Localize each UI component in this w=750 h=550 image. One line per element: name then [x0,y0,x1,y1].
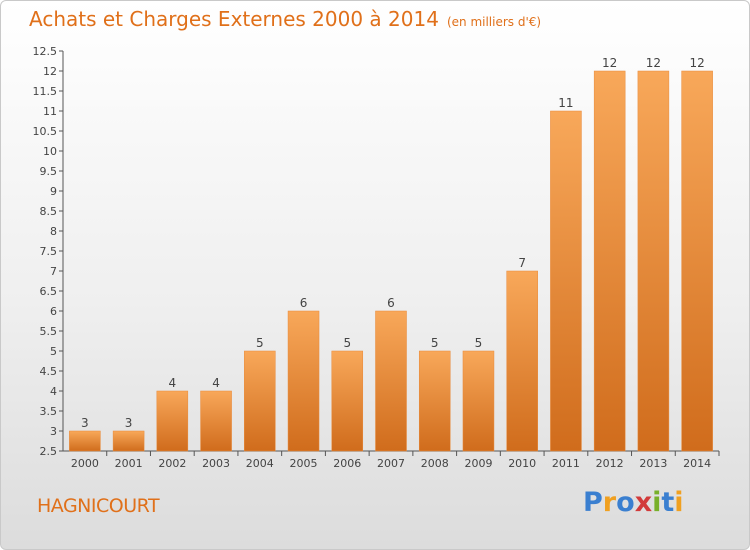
y-tick-label: 6.5 [40,285,58,298]
data-label-2003: 4 [212,376,220,390]
data-label-2005: 6 [300,296,308,310]
logo-letter: x [634,487,653,518]
data-label-2004: 5 [256,336,264,350]
bar-2008 [418,350,451,452]
chart-title: Achats et Charges Externes 2000 à 2014 (e… [29,7,541,31]
chart-unit: (en milliers d'€) [446,15,542,29]
x-tick-label: 2003 [202,457,230,470]
x-tick-label: 2005 [290,457,318,470]
data-label-2007: 6 [387,296,395,310]
logo-letter: i [652,487,662,518]
y-tick-label: 8 [50,225,57,238]
bar-2004 [244,350,276,452]
bar-2007 [375,310,407,452]
y-tick-label: 7.5 [40,245,58,258]
x-tick-label: 2007 [377,457,405,470]
x-tick-label: 2001 [115,457,143,470]
data-labels: 3 3 4 4 5 6 5 6 5 5 7 11 12 12 12 [81,56,705,430]
y-tick-label: 3 [50,425,57,438]
y-tick-label: 9 [50,185,57,198]
y-tick-label: 11 [43,105,57,118]
bar-2000 [69,430,101,452]
x-tick-label: 2012 [596,457,624,470]
y-tick-label: 8.5 [40,205,58,218]
x-tick-label: 2006 [333,457,361,470]
y-tick-label: 10 [43,145,57,158]
data-label-2014: 12 [689,56,704,70]
x-tick-label: 2014 [683,457,711,470]
data-label-2011: 11 [558,96,573,110]
data-label-2002: 4 [169,376,177,390]
data-label-2010: 7 [518,256,526,270]
x-tick-label: 2013 [639,457,667,470]
logo-letter: r [602,487,617,518]
data-label-2008: 5 [431,336,439,350]
y-tick-label: 12.5 [33,45,58,58]
y-tick-label: 12 [43,65,57,78]
y-tick-label: 3.5 [40,405,58,418]
y-tick-label: 4 [50,385,57,398]
bars [69,70,713,452]
y-tick-label: 5 [50,345,57,358]
y-axis: 2.5 3 3.5 4 4.5 5 5.5 6 6.5 7 7.5 8 8.5 9 9.5 10 10.5 11 1… [33,45,64,458]
y-tick-label: 5.5 [40,325,58,338]
x-tick-label: 2008 [421,457,449,470]
bar-2013 [637,70,670,452]
data-label-2013: 12 [646,56,661,70]
bar-2003 [200,390,232,452]
bar-2006 [331,350,364,452]
place-name: HAGNICOURT [37,495,160,517]
data-label-2000: 3 [81,416,89,430]
y-tick-label: 9.5 [40,165,58,178]
bar-2012 [593,70,626,452]
y-tick-label: 7 [50,265,57,278]
bar-2010 [506,270,538,452]
data-label-2012: 12 [602,56,617,70]
proxiti-logo: Proxiti [583,487,684,518]
y-tick-label: 4.5 [40,365,58,378]
x-tick-label: 2009 [464,457,492,470]
bar-2001 [112,430,145,452]
y-tick-label: 11.5 [33,85,58,98]
y-tick-label: 10.5 [33,125,58,138]
x-tick-label: 2004 [246,457,274,470]
bar-2009 [462,350,495,452]
bar-2014 [681,70,713,452]
logo-letter: i [674,487,684,518]
x-axis: 2000 2001 2002 2003 2004 2005 2006 2007 2008 2009… [63,450,720,470]
x-tick-label: 2000 [71,457,99,470]
logo-letter: P [583,487,603,518]
data-label-2001: 3 [125,416,133,430]
data-label-2006: 5 [343,336,351,350]
logo-letter: t [661,487,675,518]
bar-2011 [550,110,582,452]
x-tick-label: 2010 [508,457,536,470]
title-text: Achats et Charges Externes 2000 à 2014 [29,7,439,31]
bar-2005 [287,310,320,452]
y-tick-label: 6 [50,305,57,318]
x-tick-label: 2002 [158,457,186,470]
x-tick-label: 2011 [552,457,580,470]
data-label-2009: 5 [475,336,483,350]
y-tick-label: 2.5 [40,445,58,458]
bar-2002 [156,390,189,452]
logo-letter: o [616,487,635,518]
